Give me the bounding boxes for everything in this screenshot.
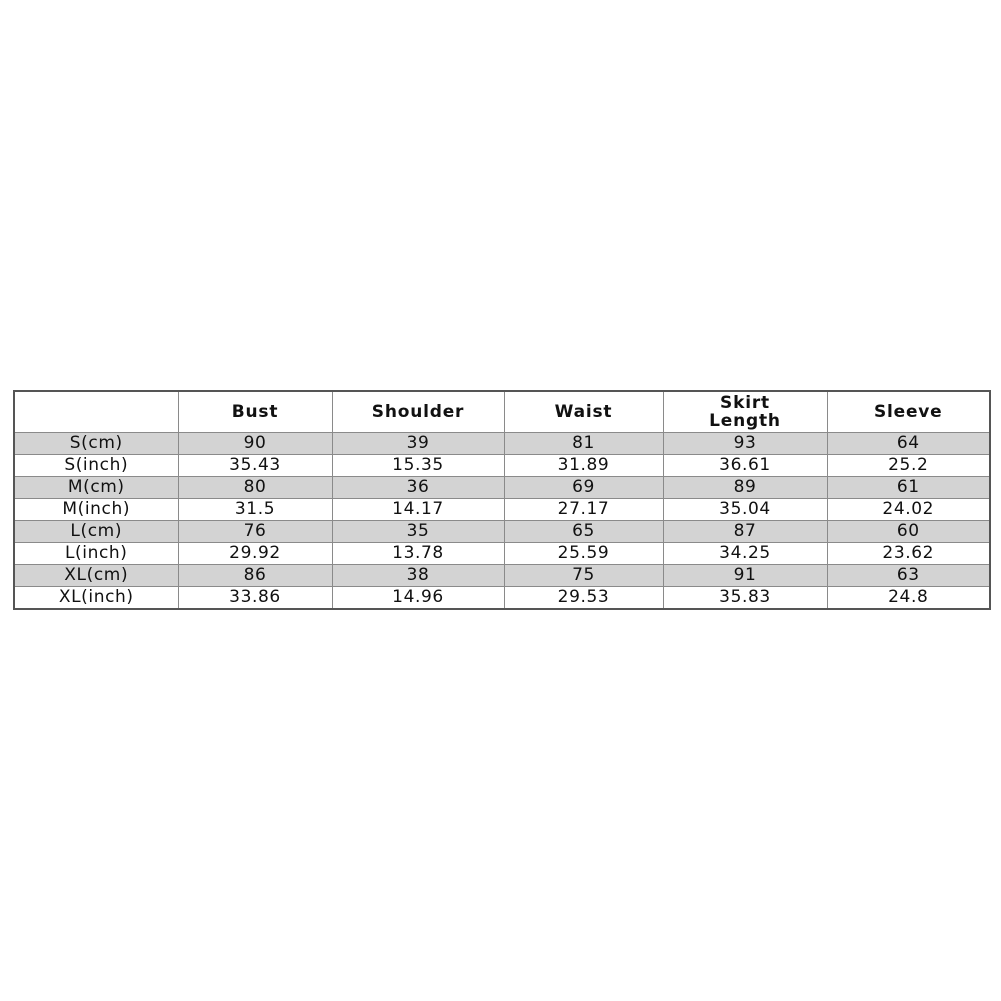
cell-size-label: XL(inch) (13, 586, 179, 610)
cell-bust: 35.43 (177, 454, 333, 477)
cell-skirt-length: 91 (662, 564, 828, 587)
table-row: S(inch) 35.43 15.35 31.89 36.61 25.2 (13, 454, 991, 477)
table-row: L(inch) 29.92 13.78 25.59 34.25 23.62 (13, 542, 991, 565)
cell-shoulder: 15.35 (331, 454, 505, 477)
cell-skirt-length: 35.83 (662, 586, 828, 610)
cell-sleeve: 61 (826, 476, 991, 499)
cell-shoulder: 39 (331, 432, 505, 455)
header-row: Bust Shoulder Waist Skirt Length Sleeve (13, 390, 991, 433)
cell-shoulder: 14.17 (331, 498, 505, 521)
table-row: S(cm) 90 39 81 93 64 (13, 432, 991, 455)
cell-size-label: L(cm) (13, 520, 179, 543)
header-sleeve: Sleeve (826, 390, 991, 433)
cell-sleeve: 63 (826, 564, 991, 587)
cell-waist: 81 (503, 432, 664, 455)
cell-size-label: S(cm) (13, 432, 179, 455)
cell-bust: 80 (177, 476, 333, 499)
cell-size-label: L(inch) (13, 542, 179, 565)
cell-sleeve: 24.8 (826, 586, 991, 610)
size-chart-table: Bust Shoulder Waist Skirt Length Sleeve … (13, 390, 991, 610)
cell-shoulder: 13.78 (331, 542, 505, 565)
cell-skirt-length: 87 (662, 520, 828, 543)
cell-sleeve: 25.2 (826, 454, 991, 477)
cell-shoulder: 38 (331, 564, 505, 587)
table-row: XL(inch) 33.86 14.96 29.53 35.83 24.8 (13, 586, 991, 610)
cell-sleeve: 23.62 (826, 542, 991, 565)
cell-sleeve: 24.02 (826, 498, 991, 521)
cell-waist: 29.53 (503, 586, 664, 610)
cell-waist: 27.17 (503, 498, 664, 521)
cell-shoulder: 35 (331, 520, 505, 543)
header-size (13, 390, 179, 433)
header-bust: Bust (177, 390, 333, 433)
cell-skirt-length: 34.25 (662, 542, 828, 565)
cell-size-label: S(inch) (13, 454, 179, 477)
cell-sleeve: 64 (826, 432, 991, 455)
cell-size-label: M(inch) (13, 498, 179, 521)
cell-shoulder: 36 (331, 476, 505, 499)
cell-skirt-length: 36.61 (662, 454, 828, 477)
cell-waist: 65 (503, 520, 664, 543)
cell-shoulder: 14.96 (331, 586, 505, 610)
cell-waist: 75 (503, 564, 664, 587)
cell-sleeve: 60 (826, 520, 991, 543)
cell-bust: 31.5 (177, 498, 333, 521)
cell-bust: 90 (177, 432, 333, 455)
cell-size-label: XL(cm) (13, 564, 179, 587)
header-waist: Waist (503, 390, 664, 433)
cell-bust: 33.86 (177, 586, 333, 610)
cell-size-label: M(cm) (13, 476, 179, 499)
header-shoulder: Shoulder (331, 390, 505, 433)
cell-waist: 69 (503, 476, 664, 499)
cell-bust: 86 (177, 564, 333, 587)
cell-bust: 76 (177, 520, 333, 543)
cell-skirt-length: 35.04 (662, 498, 828, 521)
cell-waist: 25.59 (503, 542, 664, 565)
table-row: L(cm) 76 35 65 87 60 (13, 520, 991, 543)
table-row: M(cm) 80 36 69 89 61 (13, 476, 991, 499)
cell-waist: 31.89 (503, 454, 664, 477)
table-row: M(inch) 31.5 14.17 27.17 35.04 24.02 (13, 498, 991, 521)
cell-skirt-length: 93 (662, 432, 828, 455)
cell-bust: 29.92 (177, 542, 333, 565)
cell-skirt-length: 89 (662, 476, 828, 499)
table-row: XL(cm) 86 38 75 91 63 (13, 564, 991, 587)
header-skirt-length: Skirt Length (662, 390, 828, 433)
